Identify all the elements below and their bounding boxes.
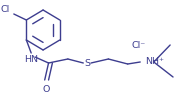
Text: Cl: Cl (1, 6, 10, 14)
Text: S: S (84, 59, 90, 68)
Text: HN: HN (24, 55, 38, 64)
Text: O: O (43, 85, 50, 94)
Text: NH⁺: NH⁺ (145, 58, 164, 67)
Text: Cl⁻: Cl⁻ (131, 42, 145, 51)
